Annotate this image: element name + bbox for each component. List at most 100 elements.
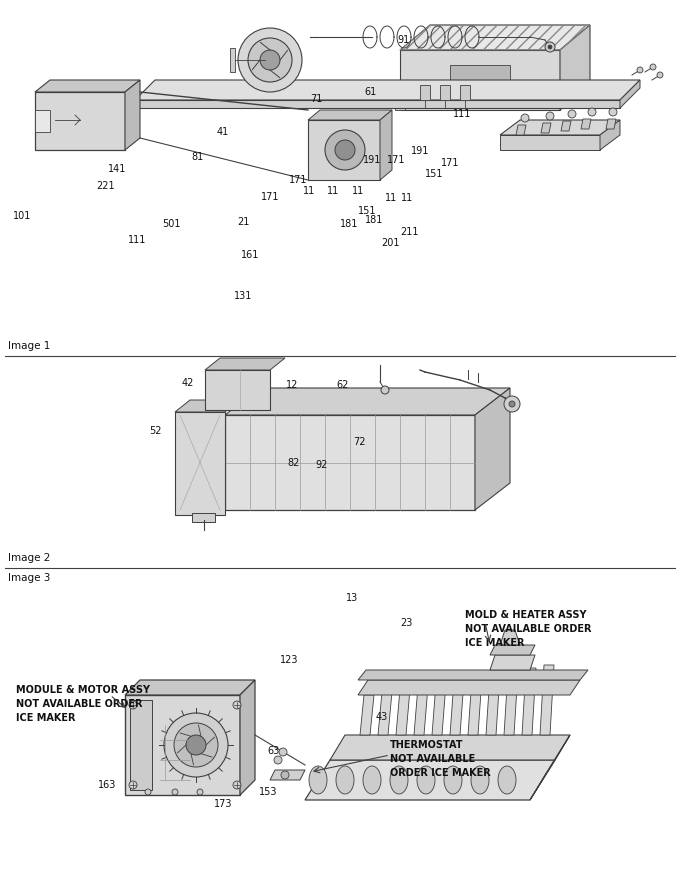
Circle shape (381, 386, 389, 394)
Polygon shape (230, 48, 235, 72)
Polygon shape (560, 25, 590, 110)
Circle shape (325, 130, 365, 170)
Ellipse shape (390, 766, 408, 794)
Polygon shape (308, 110, 392, 120)
Polygon shape (360, 695, 374, 735)
Text: 63: 63 (267, 745, 279, 756)
Polygon shape (308, 120, 380, 180)
Circle shape (186, 735, 206, 755)
Text: Image 3: Image 3 (8, 573, 50, 583)
Polygon shape (606, 119, 616, 129)
Circle shape (164, 713, 228, 777)
Text: 501: 501 (162, 218, 181, 229)
Text: 181: 181 (364, 215, 384, 225)
Circle shape (548, 45, 552, 49)
Circle shape (637, 67, 643, 73)
Polygon shape (460, 85, 470, 100)
Text: Image 2: Image 2 (8, 553, 50, 563)
Polygon shape (225, 388, 510, 415)
Circle shape (233, 701, 241, 709)
Text: 141: 141 (107, 164, 126, 174)
Circle shape (248, 38, 292, 82)
Polygon shape (450, 680, 464, 735)
Polygon shape (125, 80, 140, 150)
Circle shape (174, 723, 218, 767)
Text: 153: 153 (259, 787, 278, 797)
Circle shape (568, 110, 576, 118)
Polygon shape (500, 120, 620, 135)
Text: 173: 173 (214, 799, 233, 810)
Ellipse shape (444, 766, 462, 794)
Text: 72: 72 (353, 436, 365, 447)
Text: 82: 82 (288, 458, 300, 468)
Text: Image 1: Image 1 (8, 341, 50, 351)
Text: 191: 191 (363, 155, 382, 165)
Polygon shape (270, 770, 305, 780)
Circle shape (281, 771, 289, 779)
Polygon shape (600, 120, 620, 150)
Polygon shape (540, 665, 554, 735)
Polygon shape (500, 630, 520, 645)
Text: 171: 171 (261, 192, 280, 202)
Ellipse shape (471, 766, 489, 794)
Text: 11: 11 (385, 193, 397, 203)
Circle shape (588, 108, 596, 116)
Polygon shape (530, 735, 570, 800)
Text: 92: 92 (316, 459, 328, 470)
Text: 123: 123 (280, 655, 299, 665)
Text: 201: 201 (381, 238, 400, 248)
Polygon shape (490, 655, 535, 670)
Ellipse shape (363, 766, 381, 794)
Polygon shape (561, 121, 571, 131)
Circle shape (129, 701, 137, 709)
Polygon shape (468, 677, 482, 735)
Text: 171: 171 (441, 158, 460, 168)
Text: 221: 221 (96, 180, 115, 191)
Polygon shape (192, 513, 215, 522)
Circle shape (260, 50, 280, 70)
Polygon shape (378, 692, 392, 735)
Polygon shape (620, 80, 640, 108)
Polygon shape (396, 689, 410, 735)
Polygon shape (358, 680, 580, 695)
Ellipse shape (336, 766, 354, 794)
Circle shape (335, 140, 355, 160)
Ellipse shape (417, 766, 435, 794)
Text: 171: 171 (387, 155, 406, 165)
Text: 161: 161 (241, 250, 260, 260)
Polygon shape (240, 680, 255, 795)
Text: MOLD & HEATER ASSY
NOT AVAILABLE ORDER
ICE MAKER: MOLD & HEATER ASSY NOT AVAILABLE ORDER I… (465, 610, 592, 648)
Polygon shape (135, 80, 640, 100)
Polygon shape (175, 400, 240, 412)
Polygon shape (541, 123, 551, 133)
Polygon shape (504, 671, 518, 735)
Text: 71: 71 (310, 93, 322, 104)
Text: 131: 131 (234, 290, 253, 301)
Text: 13: 13 (346, 593, 358, 604)
Polygon shape (135, 100, 620, 108)
Text: 111: 111 (128, 235, 147, 246)
Polygon shape (130, 700, 152, 790)
Text: 171: 171 (288, 175, 307, 186)
Circle shape (145, 789, 151, 795)
Text: 151: 151 (424, 169, 443, 180)
Polygon shape (490, 645, 535, 655)
Text: 42: 42 (182, 378, 194, 388)
Polygon shape (380, 110, 392, 180)
Circle shape (546, 112, 554, 120)
Text: 81: 81 (191, 151, 203, 162)
Circle shape (274, 756, 282, 764)
Circle shape (657, 72, 663, 78)
Polygon shape (205, 358, 285, 370)
Ellipse shape (498, 766, 516, 794)
Polygon shape (205, 370, 270, 410)
Circle shape (650, 64, 656, 70)
Circle shape (238, 28, 302, 92)
Polygon shape (400, 25, 590, 50)
Polygon shape (581, 119, 591, 129)
Text: 11: 11 (401, 193, 413, 203)
Circle shape (129, 781, 137, 789)
Polygon shape (35, 110, 50, 132)
Circle shape (609, 108, 617, 116)
Text: 23: 23 (401, 618, 413, 628)
